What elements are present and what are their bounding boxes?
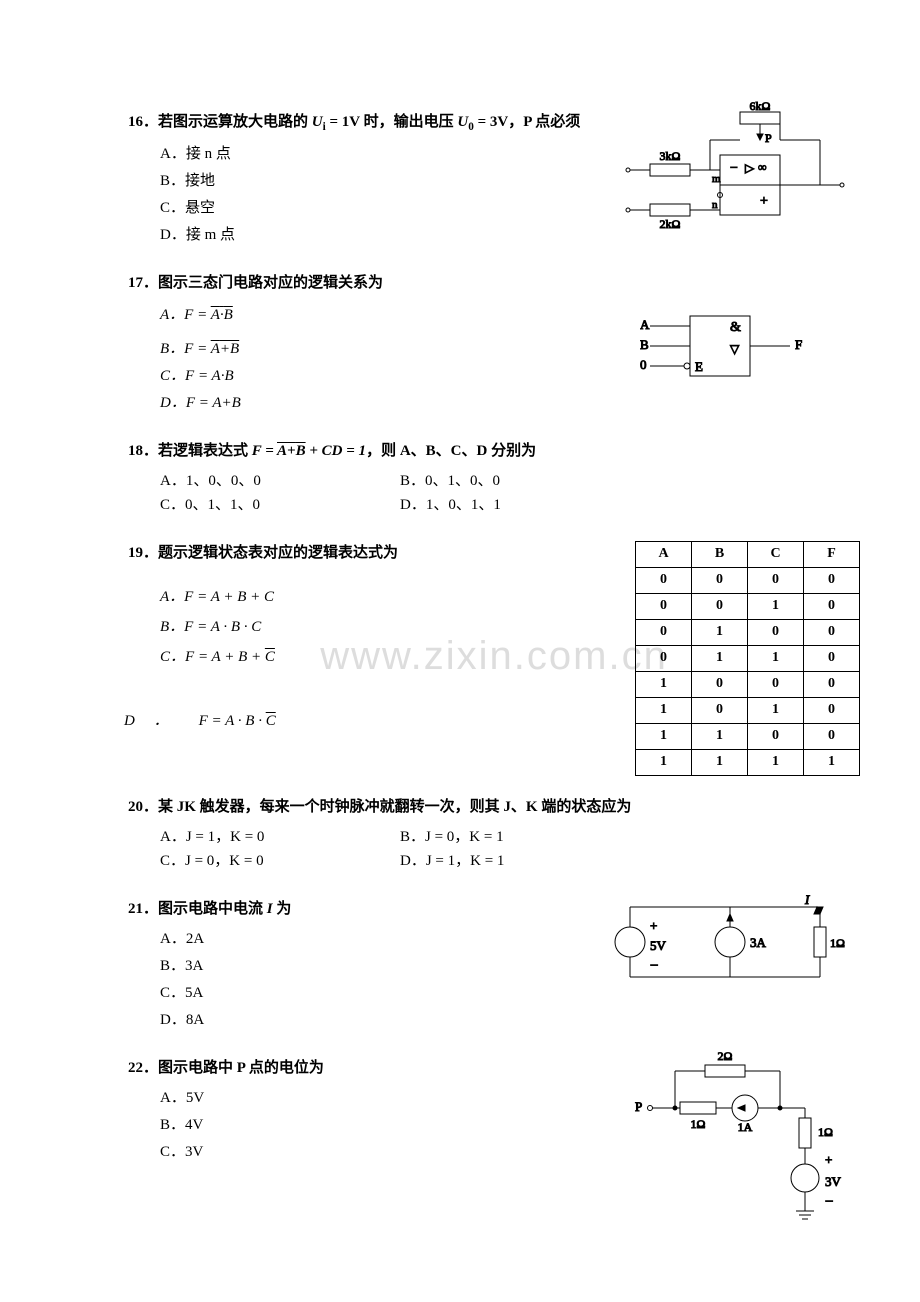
q18-opt-c: C．0、1、1、0 <box>160 493 400 517</box>
svg-text:−: − <box>730 161 738 176</box>
svg-text:P: P <box>635 1099 642 1114</box>
svg-text:▷: ▷ <box>745 161 755 175</box>
q20-options: A．J = 1，K = 0 B．J = 0，K = 1 C．J = 0，K = … <box>160 825 860 873</box>
q18-opt-d: D．1、0、1、1 <box>400 493 640 517</box>
q19-opt-c: C．F = A + B + C <box>160 645 860 669</box>
q17-prompt: 17．图示三态门电路对应的逻辑关系为 <box>128 271 860 295</box>
svg-text:▽: ▽ <box>730 342 740 356</box>
q18-prompt: 18．若逻辑表达式 F = A+B + CD = 1，则 A、B、C、D 分别为 <box>128 439 860 463</box>
svg-text:1A: 1A <box>738 1120 753 1134</box>
q18-options: A．1、0、0、0 B．0、1、0、0 C．0、1、1、0 D．1、0、1、1 <box>160 469 860 517</box>
svg-text:−: − <box>825 1194 833 1210</box>
question-17: 17．图示三态门电路对应的逻辑关系为 A．F = A·B B．F = A+B C… <box>128 271 860 415</box>
svg-text:5V: 5V <box>650 938 667 953</box>
q20-opt-d: D．J = 1，K = 1 <box>400 849 640 873</box>
svg-text:0: 0 <box>640 357 647 372</box>
svg-text:2kΩ: 2kΩ <box>660 217 681 231</box>
svg-text:∞: ∞ <box>758 160 767 174</box>
svg-text:B: B <box>640 337 649 352</box>
question-22: 22．图示电路中 P 点的电位为 A．5V B．4V C．3V P 2Ω 1Ω … <box>128 1056 860 1226</box>
q20-opt-a: A．J = 1，K = 0 <box>160 825 400 849</box>
svg-text:1Ω: 1Ω <box>830 936 845 950</box>
question-21: 21．图示电路中电流 I 为 A．2A B．3A C．5A D．8A + 5V … <box>128 897 860 1032</box>
q20-prompt: 20．某 JK 触发器，每来一个时钟脉冲就翻转一次，则其 J、K 端的状态应为 <box>128 795 860 819</box>
question-20: 20．某 JK 触发器，每来一个时钟脉冲就翻转一次，则其 J、K 端的状态应为 … <box>128 795 860 873</box>
svg-text:m: m <box>712 173 721 185</box>
svg-text:1Ω: 1Ω <box>691 1117 706 1131</box>
svg-text:+: + <box>825 1152 832 1167</box>
svg-text:3V: 3V <box>825 1174 842 1189</box>
question-16: 16．若图示运算放大电路的 Ui = 1V 时，输出电压 U0 = 3V，P 点… <box>128 110 860 247</box>
svg-text:6kΩ: 6kΩ <box>750 100 771 113</box>
svg-text:F: F <box>795 337 802 352</box>
svg-text:−: − <box>650 958 658 974</box>
q19-opt-b: B．F = A · B · C <box>160 615 860 639</box>
svg-text:+: + <box>650 918 657 933</box>
svg-text:P: P <box>765 131 772 145</box>
q21-opt-d: D．8A <box>160 1008 860 1032</box>
q18-opt-b: B．0、1、0、0 <box>400 469 640 493</box>
q16-circuit-figure: 6kΩ 3kΩ 2kΩ − ▷ ∞ + P m n <box>620 100 850 240</box>
q17-opt-d: D．F = A+B <box>160 391 860 415</box>
q20-opt-b: B．J = 0，K = 1 <box>400 825 640 849</box>
q21-circuit-figure: + 5V − 3A 1Ω I <box>610 892 850 992</box>
svg-text:2Ω: 2Ω <box>718 1049 733 1063</box>
svg-text:3kΩ: 3kΩ <box>660 149 681 163</box>
svg-text:I: I <box>804 892 810 907</box>
question-18: 18．若逻辑表达式 F = A+B + CD = 1，则 A、B、C、D 分别为… <box>128 439 860 517</box>
q17-gate-figure: A B 0 E & ▽ F <box>640 311 820 391</box>
svg-text:A: A <box>640 317 650 332</box>
svg-text:E: E <box>695 359 703 374</box>
svg-text:n: n <box>712 199 718 211</box>
q20-opt-c: C．J = 0，K = 0 <box>160 849 400 873</box>
svg-text:&: & <box>730 320 741 335</box>
svg-text:+: + <box>760 194 768 209</box>
svg-text:3A: 3A <box>750 935 767 950</box>
q22-circuit-figure: P 2Ω 1Ω 1A 1Ω + 3V − <box>630 1046 850 1226</box>
q18-opt-a: A．1、0、0、0 <box>160 469 400 493</box>
q19-opt-a: A．F = A + B + C <box>160 585 860 609</box>
svg-text:1Ω: 1Ω <box>818 1125 833 1139</box>
question-19: www.zixin.com.cn 19．题示逻辑状态表对应的逻辑表达式为 A．F… <box>128 541 860 771</box>
q19-options: A．F = A + B + C B．F = A · B · C C．F = A … <box>160 585 860 669</box>
